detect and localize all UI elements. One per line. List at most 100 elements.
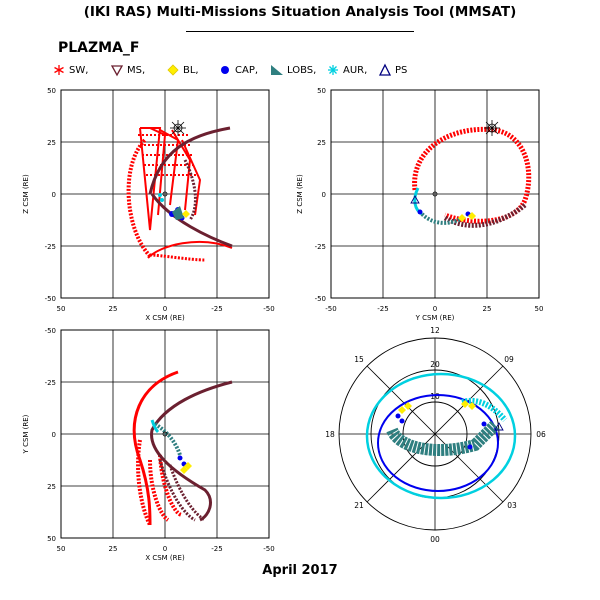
panel-yz-xtick: -50 — [325, 305, 336, 313]
panel-xz-sw-arc — [147, 240, 233, 259]
panel-yz-ylabel: Z CSM (RE) — [296, 174, 304, 214]
panel-xy-aur-path — [150, 419, 160, 434]
legend-item-ps: PS — [378, 62, 407, 78]
panel-xz-ytick: -25 — [45, 243, 56, 251]
polar-hour-label: 15 — [354, 355, 364, 364]
inverted-triangle-icon — [110, 65, 124, 77]
panel-xy-xtick: -25 — [211, 545, 222, 553]
panel-xy-xlabel: X CSM (RE) — [145, 554, 185, 562]
panel-xy-xtick: 25 — [109, 545, 118, 553]
title-underline — [186, 31, 414, 32]
panel-xz-ytick: 25 — [47, 139, 56, 147]
panel-xy-ytick: 25 — [47, 483, 56, 491]
panel-xz-sw-path — [126, 138, 152, 258]
panel-xy-ytick: 0 — [52, 431, 56, 439]
panel-xz-sw-cluster — [138, 127, 202, 231]
polar-markers — [395, 400, 504, 450]
panel-xy-sw-arc — [132, 370, 179, 526]
legend-item-sw: SW, — [52, 62, 88, 78]
legend-label-ps: PS — [395, 64, 408, 76]
panel-xz-ms-lower — [150, 193, 233, 248]
polar-hour-label: 18 — [325, 430, 335, 439]
polar-lobs-band — [386, 420, 500, 456]
polar-hour-label: 09 — [504, 355, 514, 364]
legend-item-lobs: LOBS, — [270, 62, 316, 78]
mission-name: PLAZMA_F — [58, 40, 140, 56]
panel-xy-xtick: 50 — [57, 545, 66, 553]
panel-xz: 50 25 0 -25 -50 50 25 0 -25 -50 X CSM (R… — [22, 87, 275, 322]
panel-xy: 50 25 0 -25 -50 -50 -25 0 25 50 X CSM (R… — [22, 327, 275, 562]
panel-xy-ytick: -50 — [45, 327, 56, 335]
legend-label-lobs: LOBS, — [287, 64, 317, 76]
panel-xz-xtick: 0 — [163, 305, 167, 313]
panel-xz-xtick: 50 — [57, 305, 66, 313]
panel-xy-lobs-path — [153, 422, 182, 456]
panel-xz-sun-marker — [170, 120, 186, 136]
polar-radius-label: 10 — [430, 392, 440, 401]
legend-item-bl: BL, — [166, 62, 199, 78]
panel-xy-ytick: 50 — [47, 535, 56, 543]
polar-hour-label: 03 — [507, 501, 517, 510]
panel-xy-ylabel: Y CSM (RE) — [22, 414, 30, 454]
panel-xy-xtick: 0 — [163, 545, 167, 553]
polar-aur-oval — [365, 372, 517, 500]
legend-label-cap: CAP, — [235, 64, 259, 76]
panel-yz-sun-marker — [484, 120, 500, 136]
panel-xy-ytick: -25 — [45, 379, 56, 387]
panel-xz-ms-cluster — [183, 159, 197, 221]
triangle-outline-icon — [378, 63, 392, 76]
panel-yz: -50 -25 0 25 50 50 25 0 -25 -50 Y CSM (R… — [296, 87, 543, 322]
panel-yz-xtick: -25 — [377, 305, 388, 313]
panel-yz-ytick: 0 — [322, 191, 326, 199]
asterisk-icon — [328, 65, 338, 75]
legend-label-sw: SW, — [69, 64, 89, 76]
panel-polar: 12 09 06 03 00 21 18 15 10 20 — [325, 326, 546, 544]
panel-xz-ytick: 50 — [47, 87, 56, 95]
panel-xz-xtick: -50 — [263, 305, 274, 313]
panel-xz-xlabel: X CSM (RE) — [145, 314, 185, 322]
panel-yz-ytick: 50 — [317, 87, 326, 95]
legend-label-ms: MS, — [127, 64, 146, 76]
panel-yz-xtick: 50 — [535, 305, 544, 313]
filled-triangle-icon — [271, 65, 283, 75]
panel-xz-sw-tail — [149, 253, 206, 262]
panel-xz-xtick: 25 — [109, 305, 118, 313]
panel-xz-markers — [158, 191, 190, 221]
panel-xz-grid — [61, 90, 269, 298]
asterisk-icon — [54, 65, 64, 75]
legend-label-bl: BL, — [183, 64, 199, 76]
panel-yz-xlabel: Y CSM (RE) — [415, 314, 455, 322]
panel-xy-ms-path — [150, 380, 233, 522]
polar-radius-label: 20 — [430, 360, 440, 369]
panel-xy-sw-cluster — [136, 439, 183, 526]
panel-yz-sw-loop — [412, 126, 532, 224]
legend-label-aur: AUR, — [343, 64, 368, 76]
panel-yz-xtick: 0 — [433, 305, 437, 313]
panel-yz-ytick: 25 — [317, 139, 326, 147]
legend: SW, MS, BL, CAP, LOBS, AUR, PS — [52, 62, 572, 78]
legend-item-aur: AUR, — [326, 62, 367, 78]
diamond-icon — [167, 64, 179, 76]
legend-item-cap: CAP, — [218, 62, 258, 78]
panel-yz-lobs-path — [420, 212, 463, 225]
panel-yz-ytick: -50 — [315, 295, 326, 303]
panel-xz-ytick: 0 — [52, 191, 56, 199]
polar-cap-oval — [377, 394, 499, 492]
panel-xy-xtick: -50 — [263, 545, 274, 553]
panel-xz-xtick: -25 — [211, 305, 222, 313]
legend-item-ms: MS, — [110, 62, 145, 78]
dot-icon — [221, 66, 229, 74]
panel-xz-ms-upper — [148, 126, 231, 195]
panel-xz-ylabel: Z CSM (RE) — [22, 174, 30, 214]
polar-hour-label: 06 — [536, 430, 546, 439]
panel-yz-xtick: 25 — [483, 305, 492, 313]
panel-yz-markers — [410, 191, 476, 222]
panel-yz-grid — [331, 90, 539, 298]
page-title: (IKI RAS) Multi-Missions Situation Analy… — [83, 4, 517, 20]
polar-hour-label: 12 — [430, 326, 440, 335]
date-label: April 2017 — [262, 563, 338, 578]
panel-xy-markers — [162, 431, 192, 474]
polar-hour-label: 00 — [430, 535, 440, 544]
polar-hour-label: 21 — [354, 501, 364, 510]
